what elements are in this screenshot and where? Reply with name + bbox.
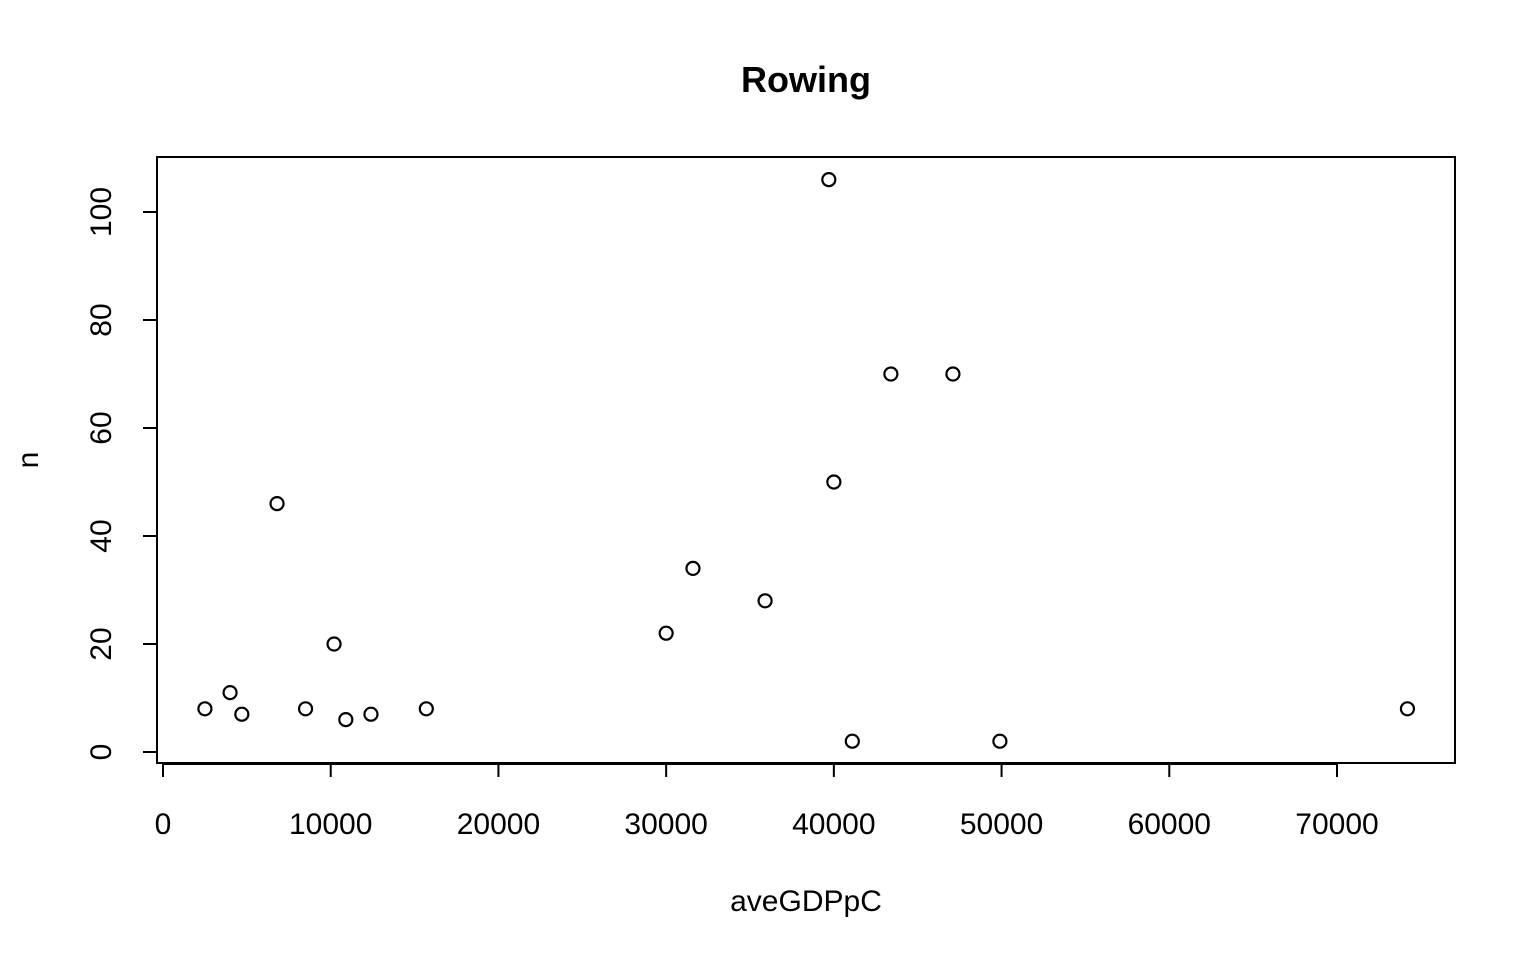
data-point bbox=[685, 560, 701, 577]
data-point bbox=[826, 474, 842, 490]
data-point bbox=[197, 701, 213, 717]
data-point bbox=[326, 636, 342, 652]
data-point bbox=[418, 701, 434, 717]
data-point bbox=[338, 711, 354, 728]
x-tick-label: 10000 bbox=[289, 808, 372, 841]
y-tick-label: 0 bbox=[85, 744, 118, 761]
data-point bbox=[992, 733, 1008, 749]
data-point bbox=[658, 625, 674, 641]
data-point bbox=[269, 496, 285, 512]
y-tick-label: 80 bbox=[85, 303, 118, 336]
x-axis: 0 10000 20000 30000 40000 50000 60000 70000 bbox=[155, 763, 1379, 841]
y-tick-label: 60 bbox=[85, 411, 118, 444]
chart-title: Rowing bbox=[741, 59, 871, 100]
data-point bbox=[757, 593, 773, 609]
y-axis-label: n bbox=[12, 452, 45, 469]
y-tick-label: 100 bbox=[85, 187, 118, 237]
data-point bbox=[222, 684, 238, 701]
y-tick-label: 40 bbox=[85, 519, 118, 552]
data-point bbox=[821, 172, 837, 188]
y-tick-label: 20 bbox=[85, 627, 118, 660]
data-points bbox=[197, 172, 1416, 749]
x-tick-label: 60000 bbox=[1128, 808, 1211, 841]
data-point bbox=[945, 366, 961, 382]
x-tick-label: 20000 bbox=[457, 808, 540, 841]
data-point bbox=[844, 733, 860, 749]
x-tick-label: 70000 bbox=[1295, 808, 1378, 841]
data-point bbox=[883, 366, 899, 382]
x-tick-label: 0 bbox=[155, 808, 172, 841]
data-point bbox=[297, 701, 314, 717]
x-axis-label: aveGDPpC bbox=[730, 885, 882, 918]
data-point bbox=[363, 706, 379, 722]
plot-area-border bbox=[156, 156, 1456, 764]
x-tick-label: 40000 bbox=[792, 808, 875, 841]
data-point bbox=[1399, 701, 1416, 717]
x-tick-label: 30000 bbox=[624, 808, 707, 841]
y-axis: 0 20 40 60 80 100 bbox=[85, 187, 158, 761]
x-tick-label: 50000 bbox=[960, 808, 1043, 841]
data-point bbox=[234, 706, 250, 722]
